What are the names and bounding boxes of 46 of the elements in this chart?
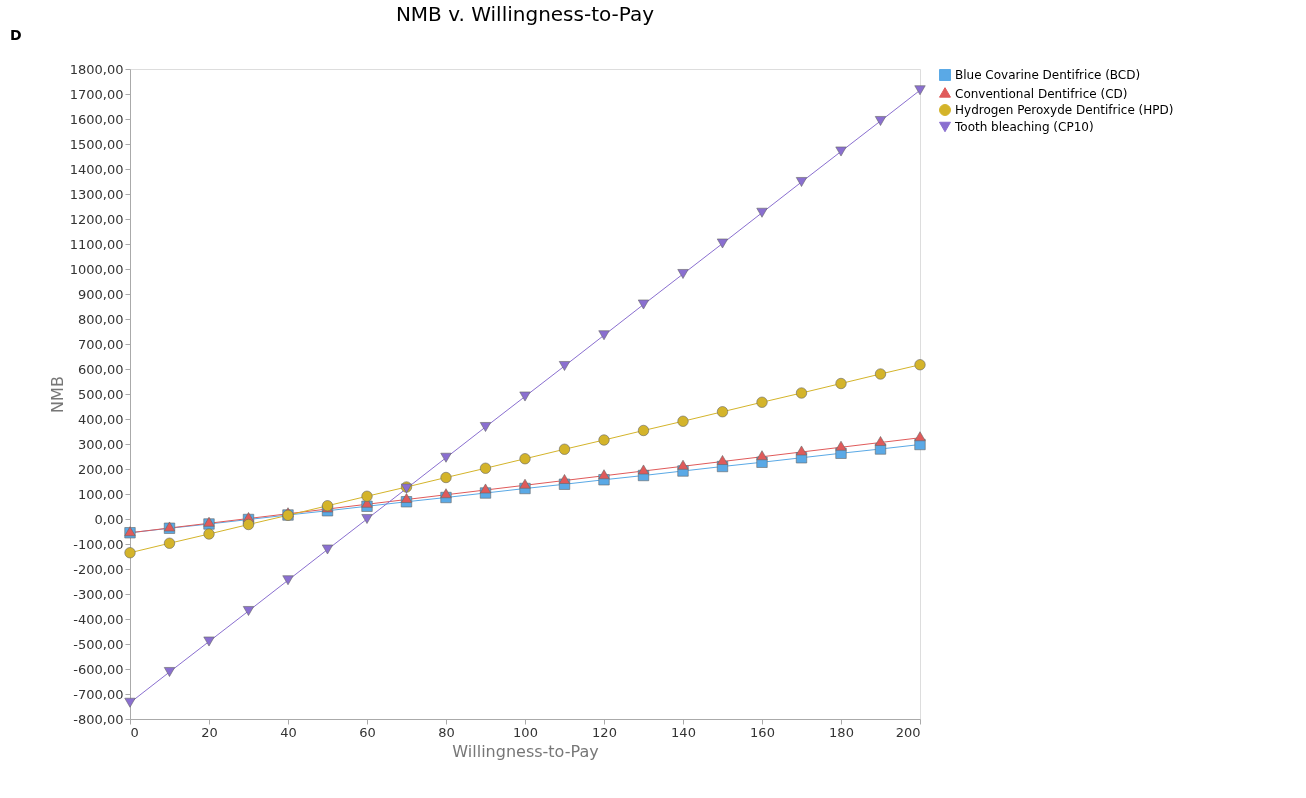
x-tick-label: 60 xyxy=(359,724,376,740)
x-tick-label: 20 xyxy=(201,724,218,740)
y-tick-label: -800,00 xyxy=(73,711,124,727)
y-tick-label: 800,00 xyxy=(78,311,124,327)
y-tick-label: 900,00 xyxy=(78,286,124,302)
y-tick-label: 100,00 xyxy=(78,486,124,502)
y-tick-label: 1400,00 xyxy=(69,161,124,177)
y-tick-label: -200,00 xyxy=(73,561,124,577)
y-tick-label: -500,00 xyxy=(73,636,124,652)
y-tick-label: 700,00 xyxy=(78,336,124,352)
y-tick-label: 1500,00 xyxy=(69,136,124,152)
y-tick-label: 400,00 xyxy=(78,411,124,427)
y-tick-label: 0,00 xyxy=(94,511,124,527)
text: D xyxy=(10,27,22,43)
y-tick-label: -300,00 xyxy=(73,586,124,602)
y-tick-label: -600,00 xyxy=(73,661,124,677)
x-tick-label: 80 xyxy=(438,724,455,740)
y-axis-title: NMB xyxy=(47,376,67,413)
y-tick-label: 1200,00 xyxy=(69,211,124,227)
x-tick-label: 180 xyxy=(829,724,854,740)
y-tick-label: -100,00 xyxy=(73,536,124,552)
x-tick-label: 40 xyxy=(280,724,297,740)
legend-label: Hydrogen Peroxyde Dentifrice (HPD) xyxy=(955,103,1174,117)
y-tick-label: 1600,00 xyxy=(69,111,124,127)
x-tick-label: 120 xyxy=(592,724,617,740)
legend-label: Tooth bleaching (CP10) xyxy=(954,120,1094,134)
legend-label: Conventional Dentifrice (CD) xyxy=(955,87,1128,101)
y-tick-label: 1800,00 xyxy=(69,61,124,77)
y-tick-label: -700,00 xyxy=(73,686,124,702)
x-tick-label: 0 xyxy=(130,724,139,740)
x-tick-label: 160 xyxy=(750,724,775,740)
x-tick-label: 100 xyxy=(513,724,538,740)
y-tick-label: 1300,00 xyxy=(69,186,124,202)
y-tick-label: 500,00 xyxy=(78,386,124,402)
y-tick-label: -400,00 xyxy=(73,611,124,627)
x-tick-label: 140 xyxy=(671,724,696,740)
y-tick-label: 200,00 xyxy=(78,461,124,477)
y-tick-label: 1100,00 xyxy=(69,236,124,252)
y-tick-label: 1000,00 xyxy=(69,261,124,277)
chart-title: NMB v. Willingness-to-Pay xyxy=(395,2,655,26)
legend-label: Blue Covarine Dentifrice (BCD) xyxy=(955,68,1141,82)
y-tick-label: 300,00 xyxy=(78,436,124,452)
x-tick-label: 200 xyxy=(895,724,921,740)
x-axis-title: Willingness-to-Pay xyxy=(452,741,599,761)
y-tick-label: 600,00 xyxy=(78,361,124,377)
y-tick-label: 1700,00 xyxy=(69,86,124,102)
